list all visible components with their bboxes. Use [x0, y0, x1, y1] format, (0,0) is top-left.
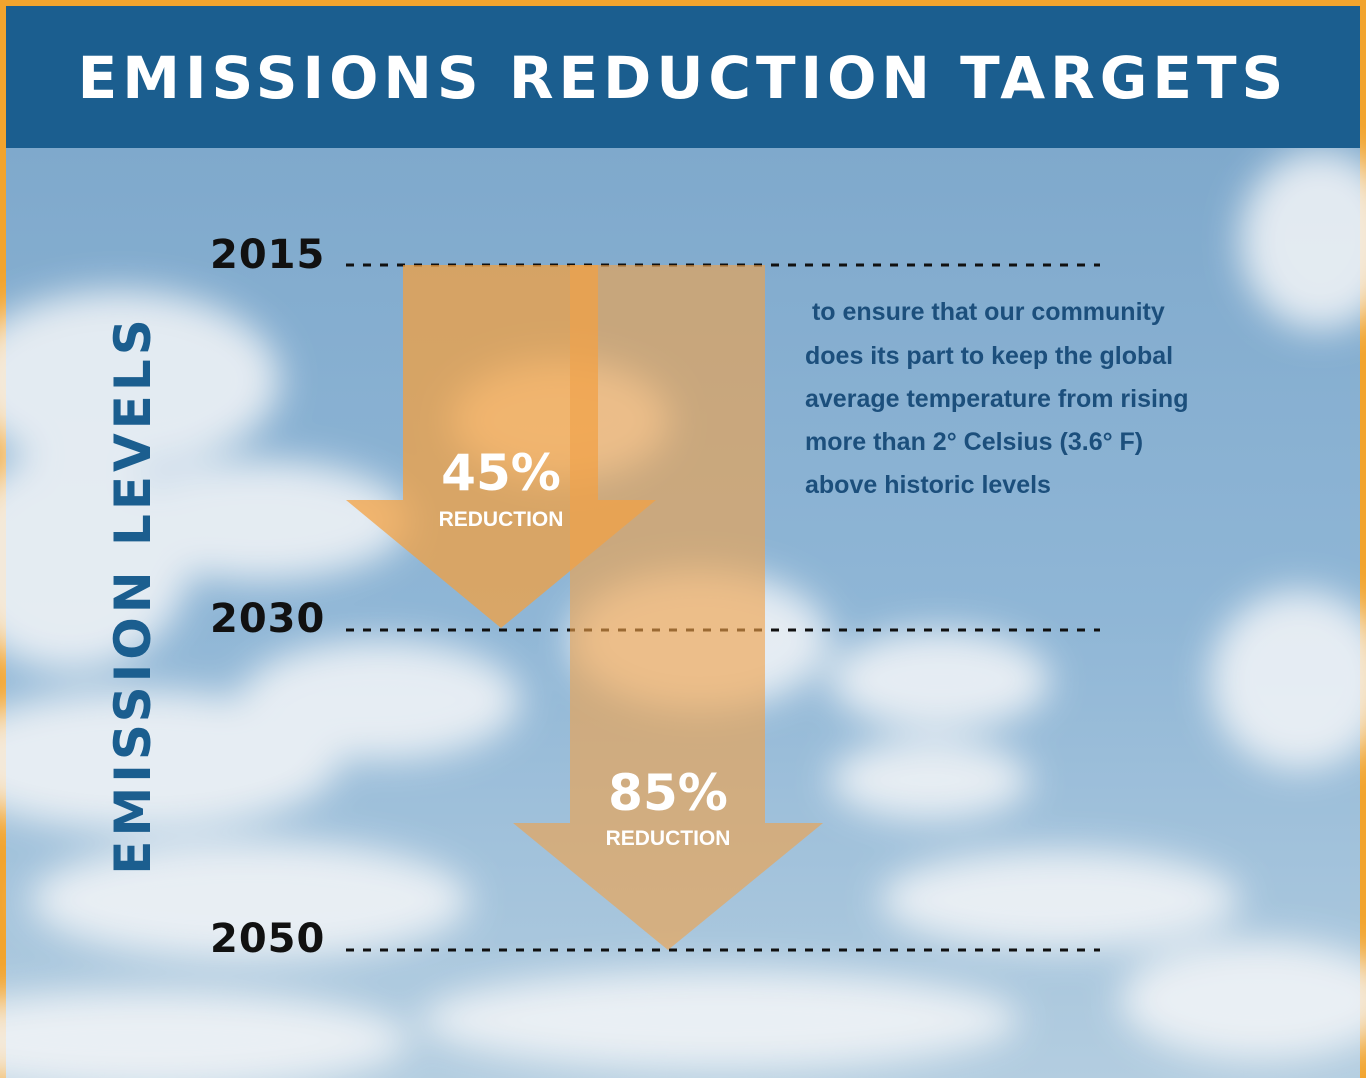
arrow-percent: 85%: [608, 764, 728, 822]
description-line: more than 2° Celsius (3.6° F): [805, 428, 1143, 456]
year-label: 2015: [210, 232, 325, 278]
header: [6, 6, 1360, 148]
axis-label: EMISSION LEVELS: [104, 315, 162, 874]
year-label: 2050: [210, 916, 325, 962]
description-line: above historic levels: [805, 471, 1051, 499]
arrow: [513, 265, 823, 950]
description-line: does its part to keep the global: [805, 342, 1173, 370]
clouds: [0, 150, 1366, 1078]
description-line: average temperature from rising: [805, 385, 1188, 413]
year-label: 2030: [210, 596, 325, 642]
description-line: to ensure that our community: [805, 298, 1165, 326]
title: EMISSIONS REDUCTION TARGETS: [78, 44, 1289, 112]
arrow-percent: 45%: [441, 444, 561, 502]
arrow-label: REDUCTION: [606, 827, 731, 850]
arrow-label: REDUCTION: [439, 508, 564, 531]
